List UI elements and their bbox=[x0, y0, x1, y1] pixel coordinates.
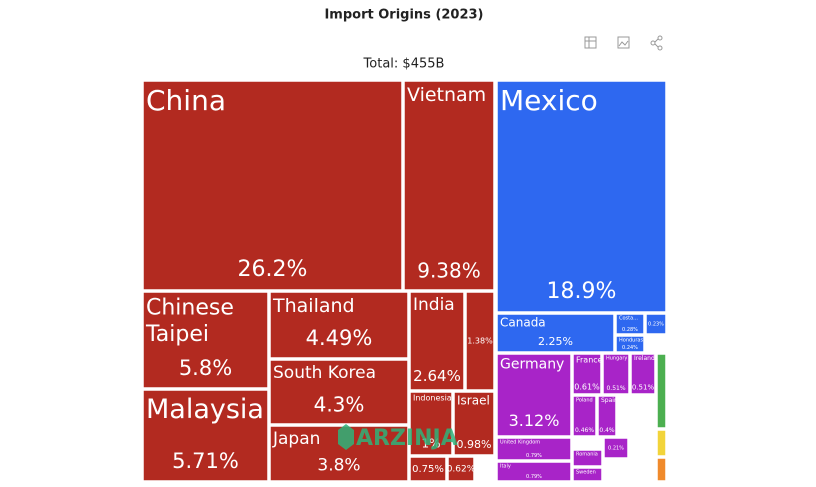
treemap-tile bbox=[465, 291, 495, 391]
treemap-tile bbox=[597, 395, 617, 437]
tile-label: Canada bbox=[500, 316, 546, 330]
tile-value: 0.75% bbox=[412, 464, 444, 475]
treemap-tile bbox=[269, 359, 409, 425]
tile-value: 0.79% bbox=[526, 453, 542, 459]
tile-label: Ireland bbox=[634, 355, 655, 362]
tile-label: France bbox=[576, 356, 603, 365]
tile-value: 3.12% bbox=[509, 411, 560, 430]
treemap-tile bbox=[615, 335, 645, 353]
tile-value: 0.46% bbox=[575, 427, 594, 434]
treemap-tile bbox=[142, 389, 269, 482]
tile-value: 5.71% bbox=[172, 449, 239, 473]
tile-label: Malaysia bbox=[146, 394, 264, 425]
treemap-tile bbox=[572, 353, 602, 395]
treemap-tile bbox=[572, 395, 597, 437]
treemap-tile bbox=[656, 457, 667, 482]
tile-label: Honduras bbox=[619, 337, 643, 343]
treemap-tile bbox=[615, 313, 645, 335]
treemap-tile bbox=[496, 80, 667, 313]
tile-value: 2.64% bbox=[413, 367, 461, 385]
tile-value: 4.3% bbox=[314, 393, 365, 417]
tile-label: Israel bbox=[457, 394, 490, 408]
treemap-tile bbox=[496, 313, 615, 353]
treemap-tile bbox=[409, 291, 465, 391]
treemap-tile bbox=[602, 353, 630, 395]
treemap-tile bbox=[409, 456, 447, 482]
tile-label: Spain bbox=[601, 397, 618, 404]
tile-label: Thailand bbox=[272, 295, 355, 317]
tile-value: 0.4% bbox=[599, 427, 615, 434]
tile-label: Costa... bbox=[619, 315, 638, 321]
treemap-tile bbox=[142, 291, 269, 389]
treemap-tile bbox=[409, 391, 453, 456]
tile-value: 9.38% bbox=[417, 259, 481, 283]
treemap-tile bbox=[603, 437, 629, 459]
share-icon[interactable] bbox=[650, 35, 663, 51]
tile-value: 0.79% bbox=[526, 474, 542, 480]
tile-label: Vietnam bbox=[407, 84, 486, 106]
tile-label: Chinese Taipei bbox=[145, 296, 241, 347]
tile-label: Japan bbox=[272, 429, 320, 449]
tile-value: 3.8% bbox=[317, 456, 360, 476]
tile-value: 4.49% bbox=[306, 326, 373, 350]
treemap-tile bbox=[453, 391, 495, 456]
tile-value: 1% bbox=[421, 437, 440, 451]
tile-label: Hungary bbox=[606, 355, 627, 361]
tile-label: Romania bbox=[576, 451, 598, 457]
tile-value: 1.38% bbox=[467, 337, 493, 346]
tile-label: Germany bbox=[500, 357, 564, 373]
watermark: ARZINJA bbox=[338, 424, 458, 451]
tile-value: 0.23% bbox=[648, 322, 664, 328]
tile-value: 0.21% bbox=[608, 446, 624, 452]
treemap-tile bbox=[645, 313, 667, 335]
tile-value: 0.51% bbox=[606, 385, 625, 392]
tile-label: Indonesia bbox=[413, 394, 452, 403]
treemap-tile bbox=[447, 456, 475, 482]
tile-value: 0.62% bbox=[447, 465, 476, 475]
tile-label: China bbox=[146, 84, 226, 117]
tile-label: India bbox=[413, 295, 455, 315]
watermark-logo bbox=[338, 424, 354, 450]
tile-value: 0.51% bbox=[632, 384, 655, 392]
tile-value: 0.61% bbox=[574, 382, 600, 391]
table-icon[interactable] bbox=[584, 36, 597, 49]
tile-label: Mexico bbox=[500, 84, 598, 117]
treemap-tile bbox=[656, 429, 667, 457]
treemap-tile bbox=[403, 80, 495, 291]
tile-value: 0.28% bbox=[622, 327, 638, 333]
chart-title: Import Origins (2023) bbox=[324, 8, 483, 23]
tile-label: Poland bbox=[576, 397, 593, 403]
treemap-tile bbox=[496, 437, 572, 461]
toolbar bbox=[584, 35, 663, 51]
image-icon[interactable] bbox=[617, 36, 630, 49]
tile-value: 0.98% bbox=[457, 438, 492, 451]
tile-value: 26.2% bbox=[238, 257, 308, 282]
chart-subtitle: Total: $455B bbox=[363, 57, 445, 72]
treemap-tile bbox=[496, 461, 572, 482]
treemap-tile bbox=[630, 353, 656, 395]
tile-value: 2.25% bbox=[538, 335, 573, 348]
treemap-tile bbox=[656, 353, 667, 429]
treemap-tile bbox=[142, 80, 403, 291]
tile-label: South Korea bbox=[273, 363, 376, 383]
watermark-text: ARZINJA bbox=[356, 426, 458, 451]
tile-value: 18.9% bbox=[547, 279, 617, 304]
tile-value: 0.24% bbox=[622, 345, 638, 351]
tile-label: Italy bbox=[500, 463, 511, 469]
treemap-tile bbox=[572, 467, 603, 482]
tile-label: United Kingdom bbox=[500, 439, 540, 445]
treemap: China 26.2% Vietnam 9.38% Mexico 18.9% Chinese… bbox=[142, 80, 667, 482]
tile-label: Sweden bbox=[576, 469, 596, 475]
tile-value: 5.8% bbox=[179, 356, 232, 380]
treemap-tile bbox=[572, 449, 603, 467]
treemap-tile bbox=[269, 291, 409, 359]
treemap-tile bbox=[496, 353, 572, 437]
